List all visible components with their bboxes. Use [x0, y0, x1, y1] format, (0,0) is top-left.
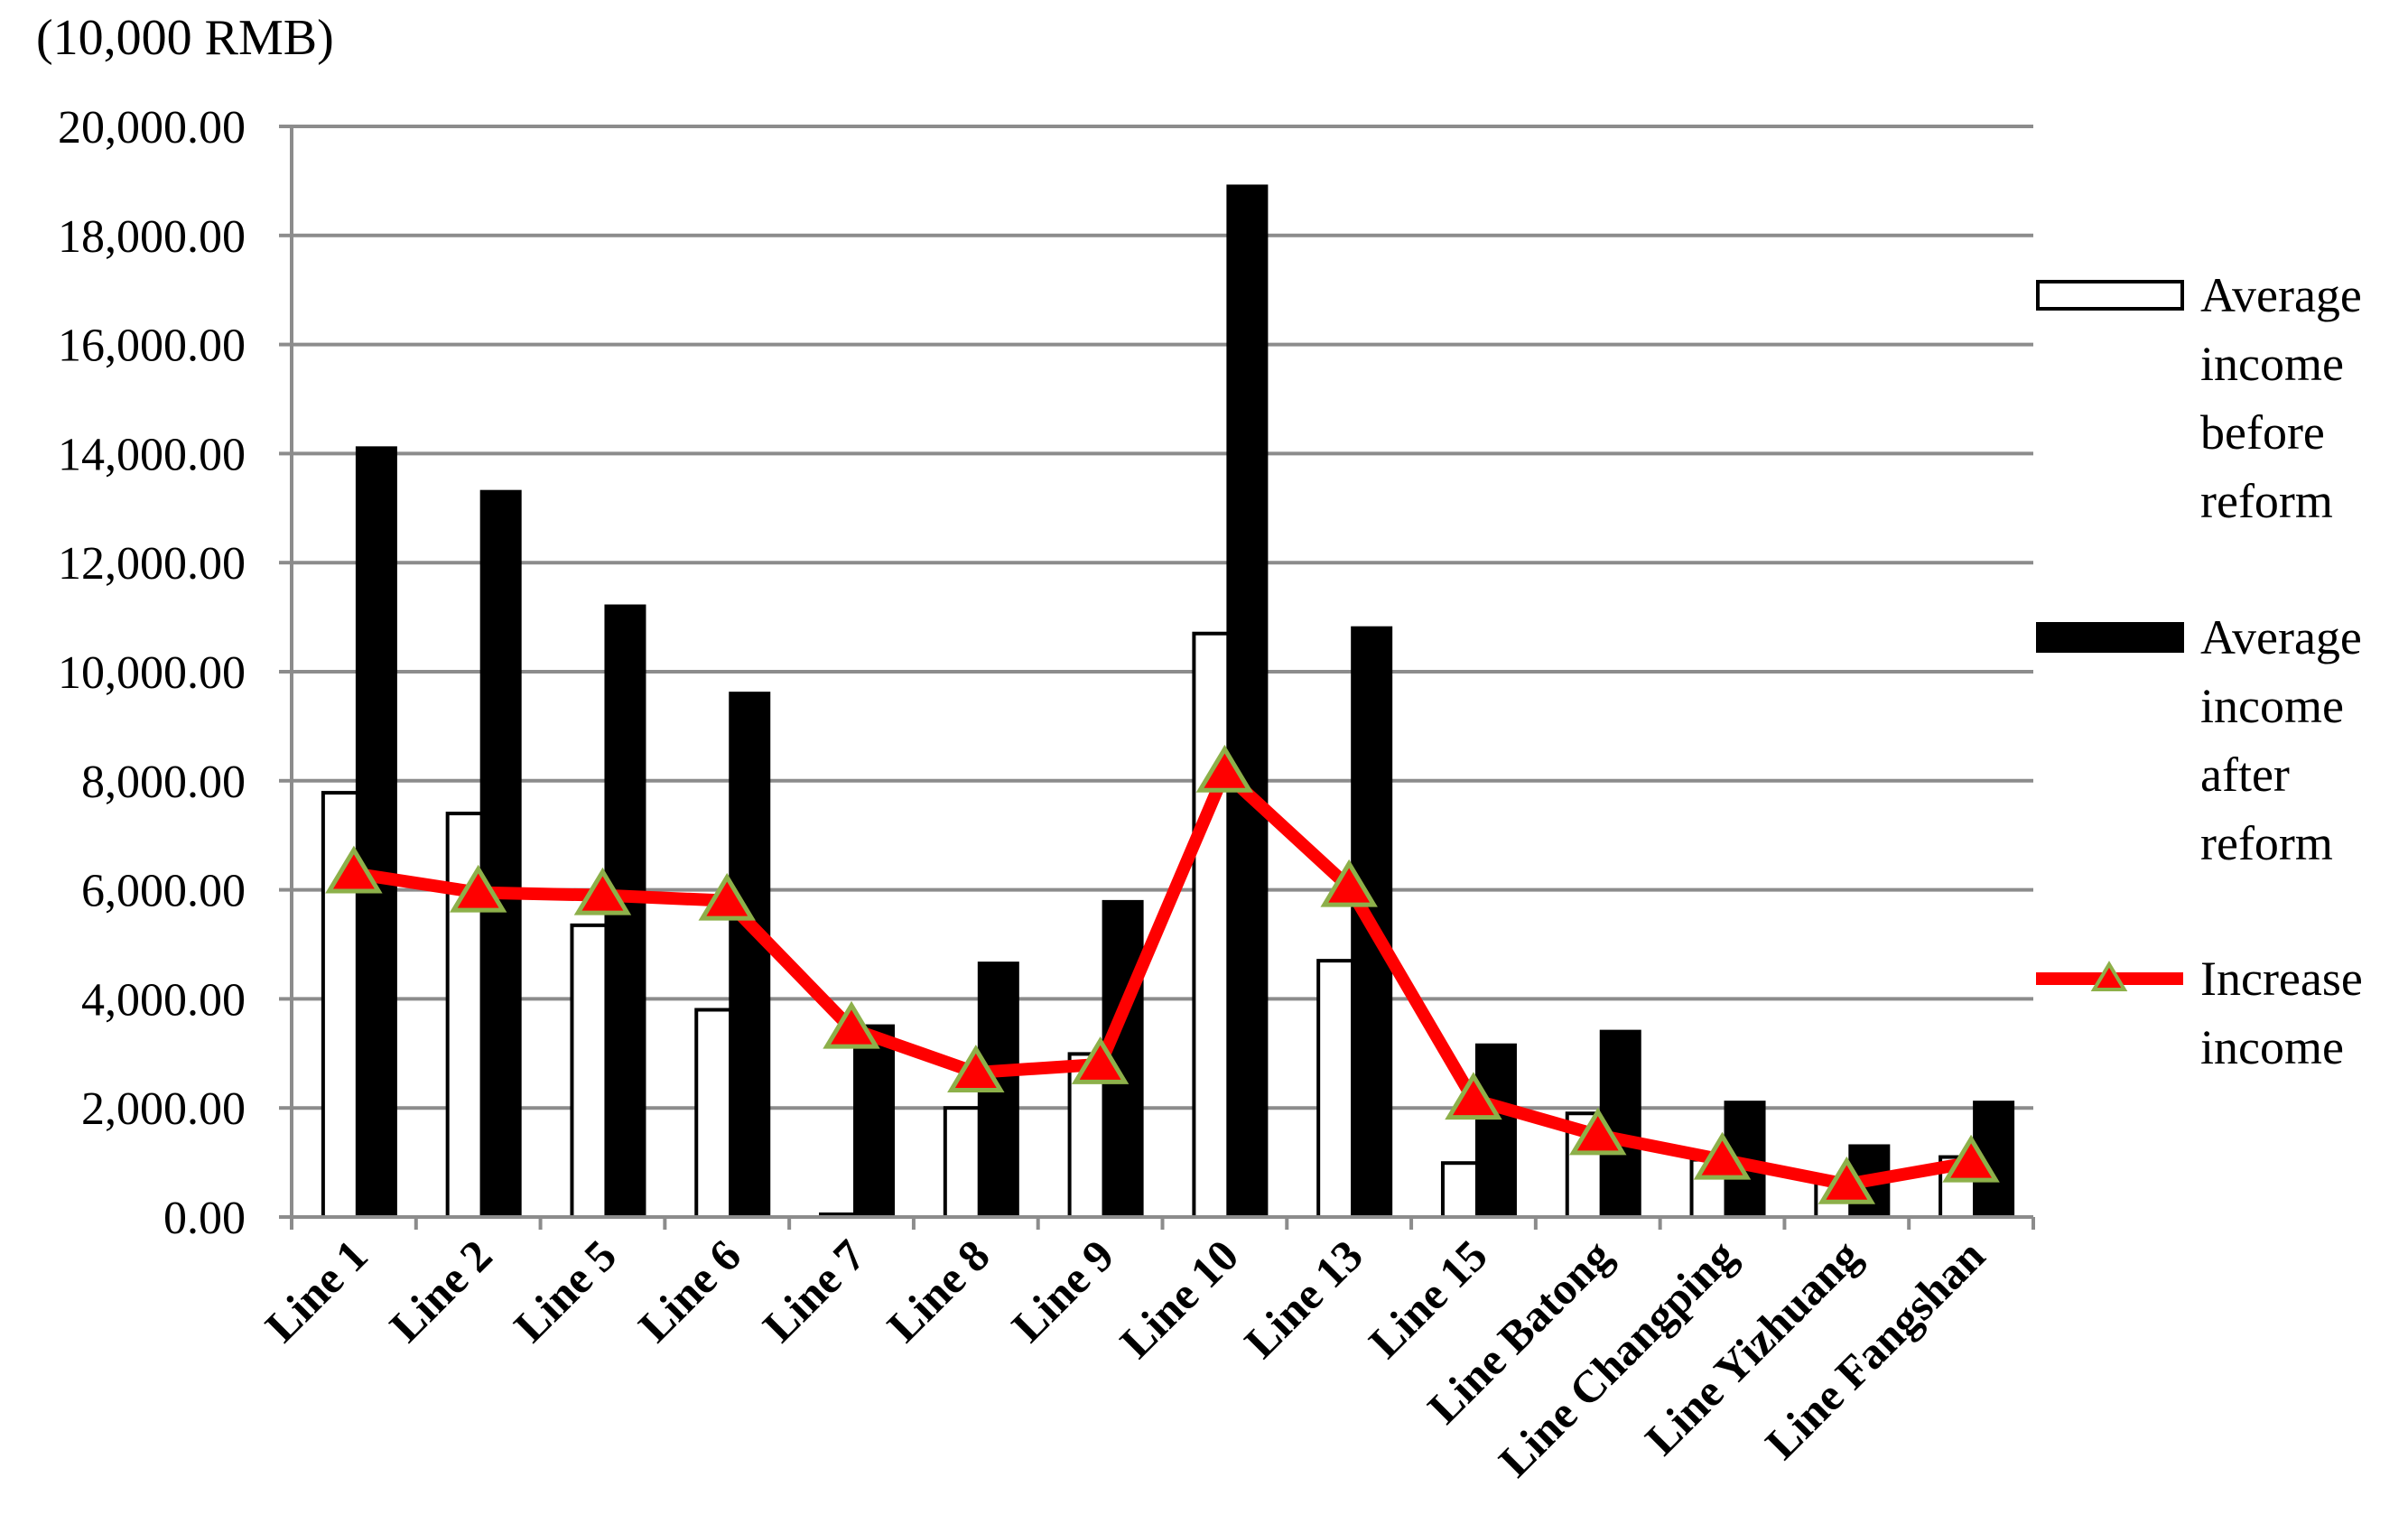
y-tick-label: 16,000.00 [58, 321, 246, 372]
line-marker [1195, 744, 1254, 793]
x-tick-label: Line 5 [504, 1230, 626, 1352]
line-marker [1942, 1134, 2000, 1183]
bar [1973, 1101, 2015, 1220]
y-tick-label: 14,000.00 [58, 429, 246, 480]
x-tick-label: Line Fangshan [1755, 1230, 1994, 1469]
x-tick-label: Line 13 [1234, 1230, 1372, 1368]
line-marker [449, 864, 507, 913]
x-tick-label: Line 9 [1002, 1230, 1124, 1352]
x-tick-label: Line 1 [256, 1230, 377, 1352]
bar [1474, 1043, 1517, 1219]
line-marker [325, 845, 383, 894]
y-tick-label: 12,000.00 [58, 538, 246, 590]
bar [1192, 631, 1231, 1219]
line-marker [1445, 1072, 1502, 1120]
y-tick-label: 0.00 [163, 1193, 246, 1244]
legend-swatch [2036, 280, 2184, 311]
bar [694, 1008, 733, 1219]
y-axis-unit: (10,000 RMB) [36, 10, 334, 66]
bar [1440, 1161, 1479, 1219]
y-tick-label: 4,000.00 [81, 974, 246, 1026]
x-tick-label: Line 6 [628, 1230, 750, 1352]
x-tick-label: Line 8 [878, 1230, 999, 1352]
bar [570, 923, 609, 1219]
line-marker [698, 872, 756, 921]
line-marker [947, 1045, 1005, 1092]
bar [943, 1106, 981, 1219]
bar [729, 692, 771, 1219]
y-tick-label: 18,000.00 [58, 211, 246, 263]
legend-swatch [2090, 961, 2128, 991]
legend-label: Increase income [2200, 952, 2363, 1074]
y-tick-label: 10,000.00 [58, 647, 246, 699]
y-tick-label: 8,000.00 [81, 757, 246, 808]
bar [355, 446, 397, 1219]
y-tick-label: 20,000.00 [58, 102, 246, 153]
line-marker [1569, 1107, 1627, 1156]
legend-label: Average income before reform [2200, 268, 2362, 528]
line-marker [573, 867, 632, 915]
bar [1226, 184, 1269, 1220]
bar [1316, 959, 1355, 1219]
line-marker [823, 1000, 880, 1049]
x-tick-label: Line 10 [1111, 1230, 1249, 1368]
x-tick-label: Line 7 [753, 1230, 875, 1352]
line-marker [1320, 859, 1378, 907]
legend-swatch [2036, 622, 2184, 653]
legend-label: Average income after reform [2200, 610, 2362, 870]
bar [479, 489, 522, 1219]
x-tick-label: Line Yizhuang [1635, 1230, 1870, 1464]
line-marker [1071, 1036, 1130, 1084]
line-marker [1693, 1131, 1752, 1180]
y-tick-label: 6,000.00 [81, 866, 246, 917]
line-marker [1818, 1156, 1876, 1204]
y-tick-label: 2,000.00 [81, 1083, 246, 1135]
line [352, 766, 1973, 1191]
x-tick-label: Line 2 [380, 1230, 502, 1352]
bar [853, 1024, 896, 1219]
